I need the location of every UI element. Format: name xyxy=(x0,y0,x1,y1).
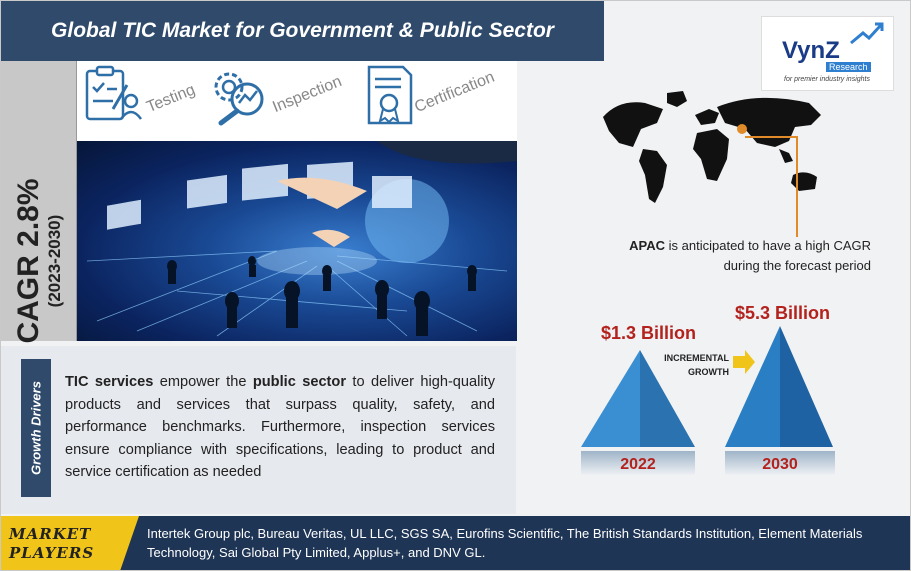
title-banner: Global TIC Market for Government & Publi… xyxy=(1,1,604,61)
value-2030: $5.3 Billion xyxy=(735,303,831,323)
cagr-value: CAGR 2.8% xyxy=(12,178,45,344)
page-title: Global TIC Market for Government & Publi… xyxy=(51,19,554,42)
service-certification: Certification xyxy=(365,65,503,127)
cagr-label-group: CAGR 2.8% (2023-2030) xyxy=(12,178,65,344)
network-illustration xyxy=(86,141,517,337)
incremental-line2: GROWTH xyxy=(688,367,729,377)
growth-drivers-panel xyxy=(1,346,516,514)
service-label-inspection: Inspection xyxy=(270,72,345,117)
services-row: Testing Inspection Certification xyxy=(77,61,517,141)
logo-arrow-icon xyxy=(850,22,884,45)
magnifier-gears-icon xyxy=(214,72,264,126)
apac-text: is anticipated to have a high CAGR durin… xyxy=(665,238,871,273)
incremental-arrow-icon xyxy=(733,350,755,374)
logo-sub: Research xyxy=(826,62,871,72)
market-players-tag: MARKET PLAYERS xyxy=(1,516,139,570)
cagr-period: (2023-2030) xyxy=(45,214,64,308)
service-inspection: Inspection xyxy=(207,65,350,127)
growth-pyramids xyxy=(581,326,835,475)
market-players-bar xyxy=(1,516,910,570)
value-2022: $1.3 Billion xyxy=(601,323,697,343)
incremental-line1: INCREMENTAL xyxy=(664,353,729,363)
pyramid-2022-right xyxy=(640,350,695,447)
apac-pin-icon xyxy=(737,124,747,134)
year-2030: 2030 xyxy=(762,456,798,473)
service-label-testing: Testing xyxy=(144,81,198,117)
service-label-certification: Certification xyxy=(412,68,497,117)
pyramid-2030-right xyxy=(780,326,833,447)
gd-text-rest: to deliver high-quality products and ser… xyxy=(65,374,495,480)
pyramid-2030-left xyxy=(725,326,780,447)
incremental-growth-label: INCREMENTAL GROWTH xyxy=(651,351,729,379)
clipboard-checklist-icon xyxy=(85,65,143,121)
service-testing: Testing xyxy=(83,65,202,125)
growth-drivers-text: TIC services empower the public sector t… xyxy=(65,371,495,484)
market-players-label-1: MARKET xyxy=(9,525,92,543)
business-network-photo xyxy=(77,141,517,341)
vynz-logo: VynZ Research for premier industry insig… xyxy=(761,16,894,91)
world-map xyxy=(603,91,821,203)
market-players-list: Intertek Group plc, Bureau Veritas, UL L… xyxy=(147,526,863,560)
logo-tagline: for premier industry insights xyxy=(784,76,870,83)
certificate-icon xyxy=(367,65,413,125)
pyramid-2022-left xyxy=(581,350,640,447)
gd-text-mid: empower the xyxy=(153,374,253,390)
apac-region: APAC xyxy=(629,238,666,253)
cagr-panel: CAGR 2.8% (2023-2030) xyxy=(1,61,77,344)
growth-drivers-tab: Growth Drivers xyxy=(21,359,51,497)
gd-highlight-public: public sector xyxy=(252,374,347,390)
apac-note: APAC is anticipated to have a high CAGR … xyxy=(601,236,871,276)
apac-connector xyxy=(745,136,798,237)
market-players-label-2: PLAYERS xyxy=(9,544,95,562)
logo-name: VynZ xyxy=(782,37,840,64)
year-2022: 2022 xyxy=(620,456,656,473)
growth-drivers-label: Growth Drivers xyxy=(28,381,44,475)
gd-highlight-tic: TIC services xyxy=(65,374,154,390)
